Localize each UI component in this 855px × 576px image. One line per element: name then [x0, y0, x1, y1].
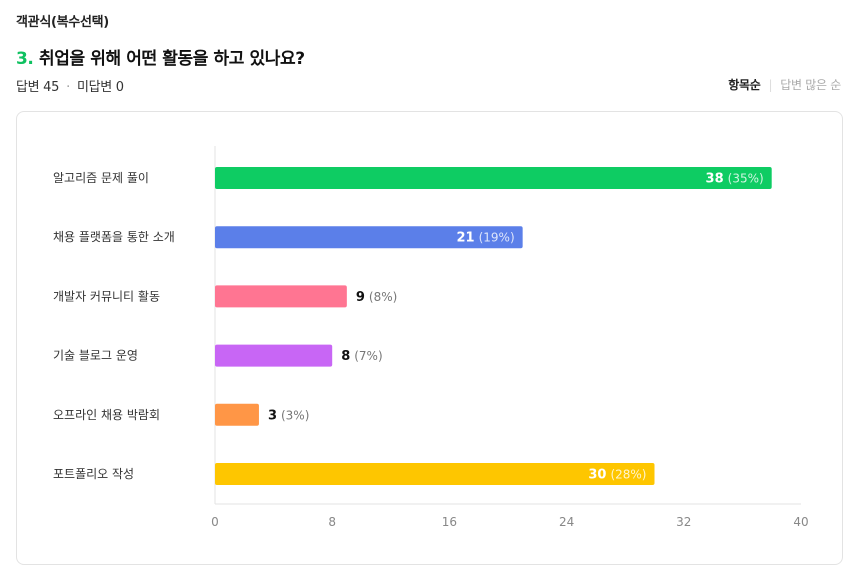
response-summary: 답변 45 · 미답변 0: [16, 76, 124, 95]
sort-separator: |: [768, 78, 773, 92]
sort-by-answers-button[interactable]: 답변 많은 순: [780, 78, 841, 92]
sort-by-item-button[interactable]: 항목순: [728, 78, 761, 92]
data-label-value: 9: [356, 290, 365, 305]
question-number: 3.: [16, 49, 34, 69]
sort-options: 항목순 | 답변 많은 순: [728, 76, 841, 93]
data-label-value: 3: [268, 408, 277, 423]
x-tick-label: 24: [559, 515, 574, 529]
bar[interactable]: [215, 403, 259, 426]
data-label: 3 (3%): [268, 408, 309, 423]
bar[interactable]: [215, 463, 655, 485]
x-tick-label: 16: [442, 515, 457, 529]
bar[interactable]: [215, 344, 333, 367]
x-tick-label: 32: [676, 515, 691, 529]
category-label: 포트폴리오 작성: [53, 467, 134, 481]
data-label-percent: (28%): [610, 468, 646, 482]
x-tick-label: 0: [211, 515, 219, 529]
unanswered-count: 미답변 0: [76, 80, 124, 95]
data-label: 9 (8%): [356, 290, 397, 305]
data-label-value: 8: [341, 349, 350, 364]
chart-card: 알고리즘 문제 풀이 38 (35%) 채용 플랫폼을 통한 소개 21 (19%) 개발자…: [16, 111, 843, 565]
data-label-value: 30: [588, 468, 606, 483]
question-title: 3. 취업을 위해 어떤 활동을 하고 있나요?: [16, 44, 305, 69]
data-label: 21 (19%): [457, 231, 515, 246]
bar[interactable]: [215, 167, 772, 189]
category-label: 기술 블로그 운영: [53, 349, 138, 363]
bar[interactable]: [215, 226, 523, 249]
data-label-percent: (19%): [479, 231, 515, 245]
question-text: 취업을 위해 어떤 활동을 하고 있나요?: [39, 49, 305, 69]
bar-chart: 알고리즘 문제 풀이 38 (35%)채용 플랫폼을 통한 소개 21 (19%)개발자…: [53, 146, 809, 529]
data-label-percent: (35%): [728, 172, 764, 186]
bar[interactable]: [215, 285, 347, 308]
data-label-value: 21: [457, 231, 475, 246]
answered-count: 답변 45: [16, 80, 60, 95]
category-label: 오프라인 채용 박람회: [53, 408, 160, 422]
data-label: 8 (7%): [341, 349, 382, 364]
data-label-value: 38: [706, 172, 724, 187]
category-label: 채용 플랫폼을 통한 소개: [53, 230, 175, 244]
data-label: 38 (35%): [706, 172, 764, 187]
meta-separator: ·: [66, 80, 70, 95]
data-label: 30 (28%): [588, 468, 646, 483]
x-tick-label: 8: [328, 515, 336, 529]
category-label: 개발자 커뮤니티 활동: [53, 289, 160, 303]
category-label: 알고리즘 문제 풀이: [53, 171, 149, 185]
x-tick-label: 40: [793, 515, 808, 529]
question-type-label: 객관식(복수선택): [16, 15, 109, 30]
data-label-percent: (3%): [281, 408, 309, 422]
data-label-percent: (8%): [369, 290, 397, 304]
data-label-percent: (7%): [354, 349, 382, 363]
